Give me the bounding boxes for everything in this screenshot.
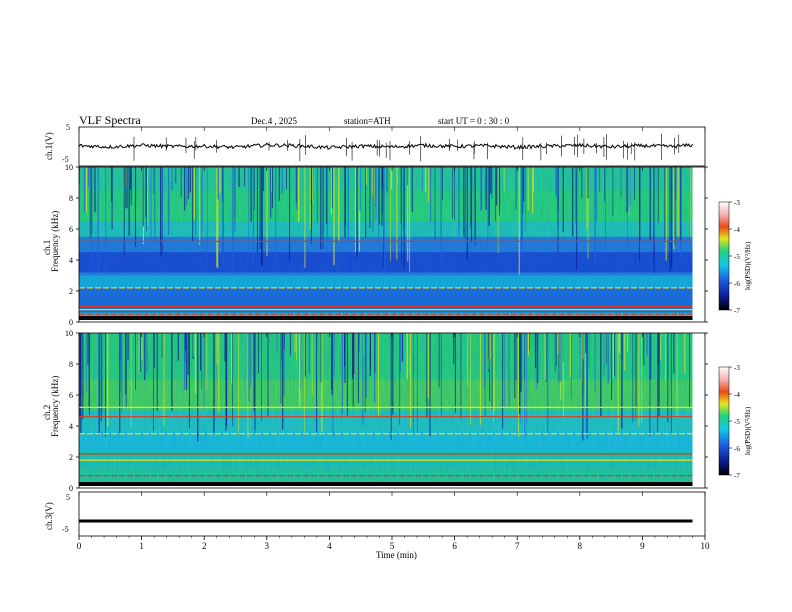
xtick-label: 4 [327, 541, 332, 551]
ch2-spectrogram [79, 333, 693, 488]
ytick-label: 6 [69, 391, 73, 400]
ch1-wave-tick-bottom: -5 [62, 155, 69, 164]
ch1-spec-ylabel-ch: ch.1 [42, 240, 52, 255]
spec-base-gap [79, 320, 693, 322]
cb-tick-label: -5 [734, 418, 740, 426]
colorbar-2 [718, 366, 730, 476]
ch3-wave-tick-top: 5 [66, 493, 70, 502]
ch1-waveform-spikes [133, 133, 680, 162]
ytick-label: 0 [69, 484, 73, 493]
x-axis-ticks: 0 1 2 3 4 5 6 7 8 9 10 [77, 127, 710, 551]
station-label: station=ATH [344, 116, 391, 126]
spec-base-band [79, 482, 693, 486]
ytick-label: 2 [69, 287, 73, 296]
ytick-label: 2 [69, 453, 73, 462]
xtick-label: 9 [640, 541, 645, 551]
xtick-label: 0 [77, 541, 82, 551]
cb-tick-label: -4 [734, 391, 740, 399]
colorbar-2-ticks: -3 -4 -5 -6 -7 [729, 364, 740, 480]
ch3-wave-frame [78, 491, 706, 537]
ytick-label: 0 [69, 318, 73, 327]
xtick-label: 7 [515, 541, 520, 551]
cb-tick-label: -3 [734, 199, 740, 207]
colorbar-2-label: log(PSD)(V²/Hz) [744, 406, 752, 455]
ch2-spec-ylabel-freq: Frequency (kHz) [50, 376, 60, 437]
x-axis-label: Time (min) [376, 550, 417, 560]
ytick-label: 10 [65, 163, 73, 172]
cb-tick-label: -4 [734, 226, 740, 234]
ch1-waveform-line [78, 142, 693, 151]
ytick-label: 6 [69, 225, 73, 234]
ch2-spec-yticks: 10 8 6 4 2 0 [65, 329, 708, 493]
cb-tick-label: -7 [734, 472, 740, 480]
ch1-spec-yticks: 10 8 6 4 2 0 [65, 163, 708, 327]
cb-tick-label: -6 [734, 280, 740, 288]
xtick-label: 8 [578, 541, 583, 551]
figure-title: VLF Spectra [79, 113, 141, 127]
xtick-label: 3 [265, 541, 270, 551]
xtick-label: 6 [452, 541, 457, 551]
colorbar-1 [718, 201, 730, 311]
ch1-spec-ylabel-freq: Frequency (kHz) [50, 211, 60, 272]
spec-base-band [79, 316, 693, 320]
xtick-label: 1 [139, 541, 144, 551]
xtick-label: 5 [390, 541, 395, 551]
colorbar-1-ticks: -3 -4 -5 -6 -7 [729, 199, 740, 315]
ytick-label: 8 [69, 360, 73, 369]
start-ut-label: start UT = 0 : 30 : 0 [438, 116, 510, 126]
ytick-label: 8 [69, 194, 73, 203]
xtick-label: 10 [701, 541, 711, 551]
cb-tick-label: -3 [734, 364, 740, 372]
cb-tick-label: -5 [734, 253, 740, 261]
spec-base-gap [79, 486, 693, 488]
ch1-wave-ylabel: ch.1(V) [44, 132, 54, 160]
ch1-spectrogram [79, 167, 693, 322]
cb-tick-label: -7 [734, 307, 740, 315]
colorbar-1-label: log(PSD)(V²/Hz) [744, 241, 752, 290]
ytick-label: 4 [69, 422, 73, 431]
ch3-wave-ylabel: ch.3(V) [44, 502, 54, 530]
ytick-label: 10 [65, 329, 73, 338]
spec-noise [79, 333, 693, 488]
cb-tick-label: -6 [734, 445, 740, 453]
ch3-wave-tick-bottom: -5 [62, 525, 69, 534]
ch1-wave-tick-top: 5 [66, 123, 70, 132]
ch2-spec-ylabel-ch: ch.2 [42, 405, 52, 420]
spec-noise [79, 167, 693, 322]
ytick-label: 4 [69, 256, 73, 265]
date-label: Dec.4 , 2025 [251, 116, 297, 126]
xtick-label: 2 [202, 541, 207, 551]
ch1-wave-frame [78, 126, 706, 167]
